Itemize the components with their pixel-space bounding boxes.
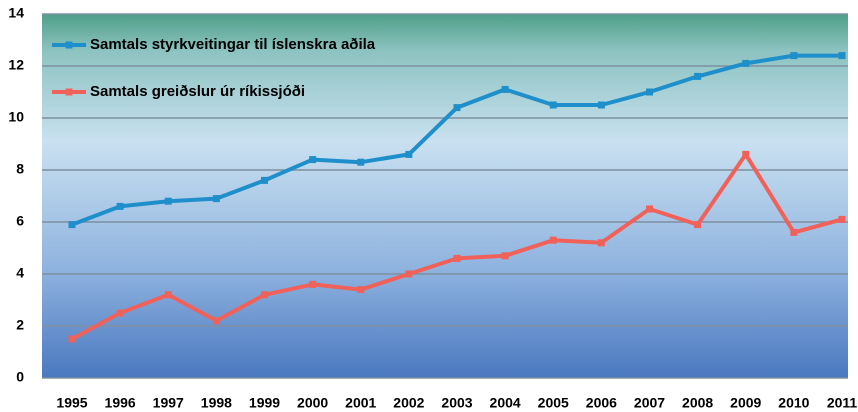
point (790, 228, 798, 236)
point (838, 52, 846, 60)
point (646, 205, 653, 213)
x-tick-label: 2011 (827, 395, 858, 411)
y-tick-label: 8 (16, 161, 24, 177)
legend-label: Samtals styrkveitingar til íslenskra aði… (90, 36, 376, 53)
point (357, 286, 365, 294)
point (357, 158, 365, 166)
point (261, 291, 268, 299)
x-tick-label: 2001 (345, 395, 376, 411)
x-tick-label: 2009 (730, 395, 761, 411)
point (549, 101, 557, 109)
point (694, 72, 702, 80)
point (742, 59, 750, 67)
legend-label: Samtals greiðslur úr ríkissjóði (90, 83, 305, 100)
x-tick-label: 2008 (682, 395, 713, 411)
point (549, 236, 557, 244)
x-tick-label: 2010 (778, 395, 809, 411)
x-tick-label: 2005 (538, 395, 569, 411)
y-tick-label: 14 (8, 5, 24, 21)
point (309, 280, 317, 288)
x-tick-label: 2002 (393, 395, 424, 411)
x-tick-label: 1996 (105, 395, 136, 411)
point (453, 254, 461, 262)
x-tick-label: 1998 (201, 395, 232, 411)
point (405, 270, 413, 278)
point (646, 88, 653, 96)
legend-marker (65, 41, 73, 49)
point (597, 101, 605, 109)
y-tick-label: 4 (16, 265, 24, 281)
point (212, 317, 220, 325)
legend-marker (65, 88, 73, 96)
point (116, 309, 124, 317)
point (501, 252, 509, 260)
point (212, 195, 220, 203)
point (68, 335, 76, 343)
x-tick-label: 1999 (249, 395, 280, 411)
point (742, 150, 750, 158)
y-tick-label: 2 (16, 317, 24, 333)
x-tick-label: 2003 (441, 395, 472, 411)
point (405, 150, 413, 158)
y-tick-label: 10 (8, 109, 24, 125)
point (261, 176, 268, 184)
point (838, 215, 846, 223)
plot-area (42, 14, 848, 378)
point (501, 85, 509, 93)
y-tick-label: 6 (16, 213, 24, 229)
x-tick-label: 2006 (586, 395, 617, 411)
point (164, 197, 172, 205)
point (68, 221, 76, 229)
y-tick-label: 0 (16, 369, 24, 385)
point (116, 202, 124, 210)
x-tick-label: 2000 (297, 395, 328, 411)
point (164, 291, 172, 299)
point (453, 104, 461, 112)
x-tick-label: 1995 (56, 395, 87, 411)
point (694, 221, 702, 229)
x-tick-label: 2004 (490, 395, 521, 411)
point (790, 52, 798, 60)
x-tick-label: 2007 (634, 395, 665, 411)
x-tick-label: 1997 (153, 395, 184, 411)
point (309, 156, 317, 164)
y-tick-label: 12 (8, 57, 24, 73)
point (597, 239, 605, 247)
